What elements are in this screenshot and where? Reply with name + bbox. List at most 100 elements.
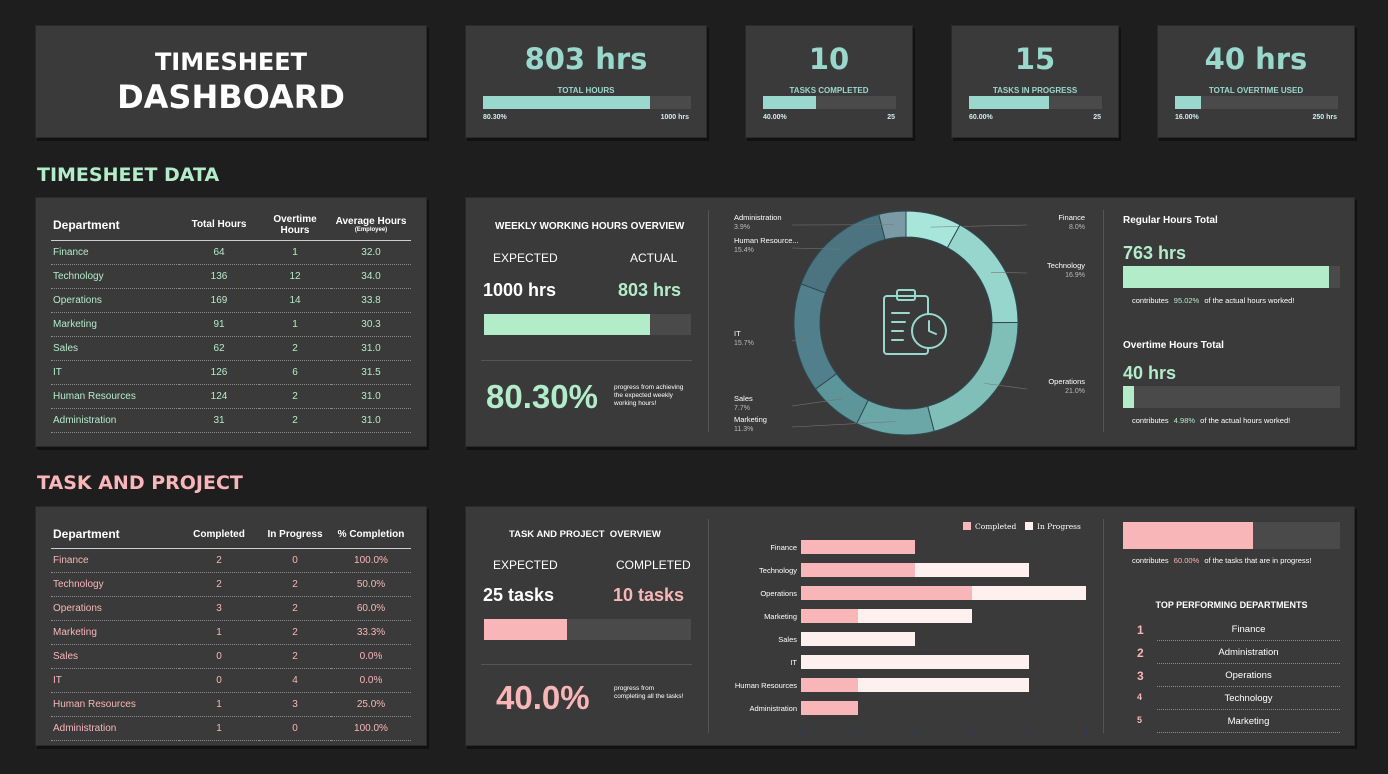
cell-dept: Administration xyxy=(51,716,179,741)
department-name: Operations xyxy=(1157,670,1340,687)
task-pct: 40.0% xyxy=(496,679,590,716)
col-overtime: Overtime Hours xyxy=(259,210,331,241)
bar-segment-completed xyxy=(801,701,858,715)
task-expected-value: 25 tasks xyxy=(483,585,555,605)
kpi-value: 15 xyxy=(1014,42,1056,76)
cell-avg: 30.3 xyxy=(331,312,411,337)
department-name: Administration xyxy=(1157,647,1340,664)
actual-value: 803 hrs xyxy=(618,280,682,300)
task-split-note: contributes 60.00% of the tasks that are… xyxy=(1132,556,1311,565)
donut-leader-line xyxy=(991,272,1028,274)
timesheet-table-body: Finance 64 1 32.0 Technology 136 12 34.0 Operati… xyxy=(51,240,411,433)
task-pct-note: progress from completing all the tasks! xyxy=(614,685,684,700)
overtime-hours-fill xyxy=(1123,386,1134,408)
kpi-max: 1000 hrs xyxy=(660,114,689,121)
kpi-pct: 60.00% xyxy=(969,114,993,121)
cell-inprogress: 0 xyxy=(259,716,331,741)
cell-overtime: 6 xyxy=(259,360,331,385)
bar-x-tick-label: 2 xyxy=(913,729,917,736)
bar-category-label: Finance xyxy=(770,543,797,552)
bar-category-label: Marketing xyxy=(764,612,797,621)
cell-pct: 100.0% xyxy=(331,548,411,573)
task-split-fill xyxy=(1123,522,1254,549)
cell-completed: 2 xyxy=(179,548,259,573)
legend-label: Completed xyxy=(975,522,1016,531)
donut-slice-value: 8.0% xyxy=(1069,224,1085,231)
bar-segment-in-progress xyxy=(801,632,915,646)
kpi-progress-fill xyxy=(763,96,817,109)
table-row: Marketing 1 2 33.3% xyxy=(51,620,411,645)
donut-slice xyxy=(800,213,886,294)
kpi-max: 25 xyxy=(1093,114,1101,121)
kpi-value: 803 hrs xyxy=(524,42,648,76)
top-department-item: 1 Finance xyxy=(1123,619,1340,642)
bar-segment-in-progress xyxy=(801,655,1029,669)
rank-number: 4 xyxy=(1137,692,1143,702)
cell-dept: Finance xyxy=(51,240,179,265)
kpi-label: TASKS IN PROGRESS xyxy=(992,86,1078,95)
cell-dept: Sales xyxy=(51,336,179,361)
note-pre: contributes xyxy=(1132,296,1169,305)
task-table-body: Finance 2 0 100.0% Technology 2 2 50.0% Operatio… xyxy=(51,548,411,741)
donut-slice-value: 15.7% xyxy=(734,340,754,347)
rank-number: 3 xyxy=(1137,669,1144,683)
table-row: Operations 3 2 60.0% xyxy=(51,596,411,621)
donut-slice-value: 7.7% xyxy=(734,405,750,412)
note-pct: 4.98% xyxy=(1173,416,1196,425)
kpi-value: 10 xyxy=(808,42,850,76)
cell-dept: Operations xyxy=(51,288,179,313)
note-pre: contributes xyxy=(1132,416,1169,425)
donut-leader-line xyxy=(791,421,897,428)
kpi-progress-fill xyxy=(483,96,651,109)
donut-slice-label: Finance xyxy=(1058,213,1085,222)
cell-dept: IT xyxy=(51,668,179,693)
cell-total: 136 xyxy=(179,264,259,289)
legend-label: In Progress xyxy=(1037,522,1081,531)
task-divider-right xyxy=(1103,519,1104,733)
weekly-divider-left xyxy=(708,210,709,432)
rank-number: 5 xyxy=(1137,715,1143,725)
weekly-divider xyxy=(481,360,692,361)
col-total-hours: Total Hours xyxy=(179,210,259,241)
task-status-bar-chart: Completed In Progress Finance Technology Op… xyxy=(735,522,1088,736)
kpi-pct: 16.00% xyxy=(1175,114,1199,121)
task-table: Department Completed In Progress % Compl… xyxy=(51,521,411,741)
donut-slice xyxy=(856,399,935,436)
task-overview-title: TASK AND PROJECT OVERVIEW xyxy=(509,529,661,540)
cell-avg: 31.5 xyxy=(331,360,411,385)
table-row: Finance 2 0 100.0% xyxy=(51,548,411,573)
table-row: Operations 169 14 33.8 xyxy=(51,288,411,313)
table-row: IT 0 4 0.0% xyxy=(51,668,411,693)
note-post: of the tasks that are in progress! xyxy=(1204,556,1312,565)
bar-segment-in-progress xyxy=(972,586,1086,600)
cell-inprogress: 2 xyxy=(259,620,331,645)
clipboard-clock-icon xyxy=(883,289,947,355)
task-divider-left xyxy=(708,519,709,733)
cell-pct: 60.0% xyxy=(331,596,411,621)
kpi-label: TOTAL HOURS xyxy=(557,86,615,95)
col-average: Average Hours (Employee) xyxy=(331,210,411,241)
donut-slice-label: Marketing xyxy=(734,415,767,424)
kpi-total-hours: 803 hrs TOTAL HOURS 80.30% 1000 hrs xyxy=(465,25,707,138)
note-pre: contributes xyxy=(1132,556,1169,565)
cell-dept: Finance xyxy=(51,548,179,573)
donut-slice-value: 11.3% xyxy=(734,426,753,433)
top-department-item: 4 Technology xyxy=(1123,688,1340,711)
kpi-tasks-completed: 10 TASKS COMPLETED 40.00% 25 xyxy=(745,25,913,138)
cell-overtime: 12 xyxy=(259,264,331,289)
cell-dept: Technology xyxy=(51,264,179,289)
bar-category-label: Sales xyxy=(778,635,797,644)
task-progress-track xyxy=(484,619,691,640)
department-name: Marketing xyxy=(1157,716,1340,733)
cell-total: 169 xyxy=(179,288,259,313)
bar-segment-completed xyxy=(801,540,915,554)
cell-avg: 31.0 xyxy=(331,336,411,361)
table-row: Finance 64 1 32.0 xyxy=(51,240,411,265)
dashboard-title-panel: TIMESHEET DASHBOARD xyxy=(35,25,427,138)
cell-overtime: 14 xyxy=(259,288,331,313)
donut-leader-line xyxy=(791,247,841,250)
kpi-progress-track xyxy=(763,96,896,109)
cell-overtime: 2 xyxy=(259,408,331,433)
bar-x-tick-label: 5 xyxy=(1084,729,1088,736)
section-title-timesheet: TIMESHEET DATA xyxy=(37,164,220,186)
